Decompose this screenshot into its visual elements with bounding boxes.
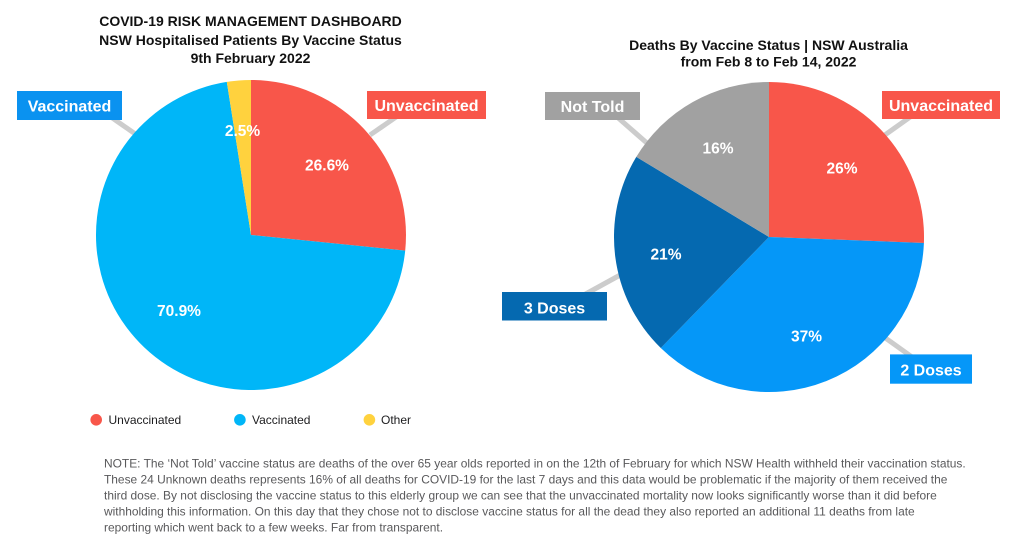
svg-text:Unvaccinated: Unvaccinated <box>889 98 993 115</box>
svg-text:reporting which went back to a: reporting which went back to a few weeks… <box>104 521 443 535</box>
svg-text:COVID-19 RISK MANAGEMENT DASHB: COVID-19 RISK MANAGEMENT DASHBOARD <box>99 13 402 29</box>
svg-text:2 Doses: 2 Doses <box>900 362 961 379</box>
svg-text:2.5%: 2.5% <box>225 123 261 140</box>
svg-text:Other: Other <box>381 413 411 427</box>
svg-text:from Feb 8 to Feb 14, 2022: from Feb 8 to Feb 14, 2022 <box>681 54 857 70</box>
svg-text:37%: 37% <box>791 329 822 346</box>
svg-text:26.6%: 26.6% <box>305 158 349 175</box>
svg-text:21%: 21% <box>650 247 681 264</box>
svg-text:Deaths By Vaccine Status | NSW: Deaths By Vaccine Status | NSW Australia <box>629 37 908 53</box>
svg-text:Unvaccinated: Unvaccinated <box>109 413 182 427</box>
svg-text:Vaccinated: Vaccinated <box>28 99 112 116</box>
svg-text:70.9%: 70.9% <box>157 303 201 320</box>
svg-text:9th February 2022: 9th February 2022 <box>191 50 311 66</box>
svg-text:Vaccinated: Vaccinated <box>252 413 310 427</box>
svg-text:Unvaccinated: Unvaccinated <box>374 98 478 115</box>
svg-text:16%: 16% <box>702 141 733 158</box>
svg-text:third dose. By not disclosing: third dose. By not disclosing the vaccin… <box>104 489 937 503</box>
svg-text:withholding this information.: withholding this information. On this da… <box>103 505 915 519</box>
svg-text:26%: 26% <box>826 161 857 178</box>
svg-text:These 24 Unknown deaths repres: These 24 Unknown deaths represents 16% o… <box>104 473 948 487</box>
svg-text:Not Told: Not Told <box>561 99 625 116</box>
svg-text:NSW Hospitalised Patients By V: NSW Hospitalised Patients By Vaccine Sta… <box>99 32 402 48</box>
svg-text:3 Doses: 3 Doses <box>524 301 585 318</box>
svg-text:NOTE: The ‘Not Told’ vaccine s: NOTE: The ‘Not Told’ vaccine status are … <box>104 457 966 471</box>
